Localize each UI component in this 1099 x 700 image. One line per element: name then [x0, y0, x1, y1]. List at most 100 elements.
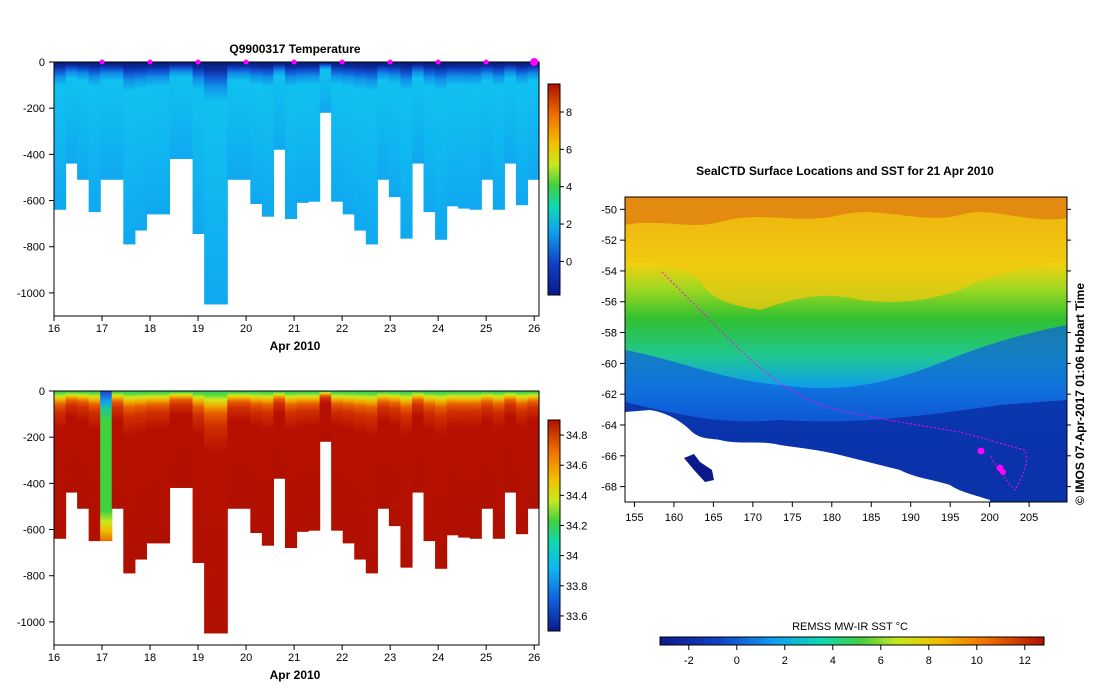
- temperature-surface-markers: [99, 58, 539, 66]
- y-tick-label: -600: [23, 196, 45, 208]
- profile-column: [100, 391, 113, 542]
- profile-column: [342, 62, 355, 215]
- x-tick-label: 23: [384, 323, 396, 335]
- x-tick-label: 20: [240, 652, 252, 664]
- colorbar-tick-label: 4: [566, 182, 572, 194]
- colorbar-tick-label: 34.6: [566, 460, 587, 472]
- profile-column: [527, 391, 540, 509]
- x-tick-label: 17: [96, 652, 108, 664]
- profile-column: [146, 391, 159, 544]
- profile-column: [400, 62, 413, 239]
- profile-column: [192, 62, 205, 235]
- antarctic-landmass: [625, 410, 990, 502]
- colorbar-tick-label: 2: [566, 219, 572, 231]
- map-x-tick-label: 155: [625, 512, 643, 524]
- profile-column: [169, 62, 182, 159]
- map-y-axis: -50 -52 -54 -56 -58 -60 -62 -64 -66 -68: [601, 204, 1071, 494]
- profile-column: [77, 62, 90, 180]
- map-y-tick-label: -56: [601, 297, 617, 309]
- x-tick-label: 23: [384, 652, 396, 664]
- profile-column: [388, 391, 402, 527]
- x-tick-label: 19: [192, 652, 204, 664]
- profile-column: [504, 391, 517, 493]
- y-tick-label: -1000: [17, 617, 45, 629]
- y-tick-label: -400: [23, 149, 45, 161]
- map-y-tick-label: -68: [601, 482, 617, 494]
- profile-column: [319, 62, 332, 113]
- profile-column: [181, 391, 194, 488]
- x-tick-label: 25: [480, 323, 492, 335]
- y-tick-label: 0: [39, 57, 45, 69]
- colorbar-tick-label: 8: [566, 107, 572, 119]
- profile-column: [192, 391, 205, 564]
- profile-column: [435, 62, 448, 240]
- copyright-label: © IMOS 07-Apr-2017 01:06 Hobart Time: [1073, 283, 1087, 505]
- profile-column: [492, 62, 505, 210]
- profile-column: [54, 62, 67, 210]
- salinity-plot-frame: [53, 390, 540, 646]
- profile-column: [481, 391, 494, 509]
- map-x-tick-label: 175: [783, 512, 801, 524]
- profile-column: [77, 391, 90, 509]
- sst-colorbar-tick-label: 4: [830, 655, 836, 667]
- colorbar-tick-label: 34.8: [566, 430, 587, 442]
- profile-column: [411, 391, 425, 493]
- profile-column: [354, 62, 367, 231]
- salinity-colorbar: [547, 419, 561, 632]
- sst-colorbar-tick-label: 6: [878, 655, 884, 667]
- profile-column: [250, 62, 263, 205]
- colorbar-tick-label: 34: [566, 551, 578, 563]
- map-y-tick-label: -52: [601, 235, 617, 247]
- profile-column: [469, 391, 482, 539]
- profile-column: [365, 391, 378, 574]
- map-x-tick-label: 195: [941, 512, 959, 524]
- salinity-x-label: Apr 2010: [270, 668, 321, 682]
- surface-marker: [387, 59, 393, 65]
- y-tick-label: -400: [23, 478, 45, 490]
- x-tick-label: 22: [336, 652, 348, 664]
- island-fragment: [684, 454, 714, 482]
- surface-marker: [195, 59, 201, 65]
- x-tick-label: 20: [240, 323, 252, 335]
- profile-column: [284, 62, 298, 220]
- profile-column: [423, 391, 436, 542]
- temperature-x-label: Apr 2010: [270, 339, 321, 353]
- map-y-tick-label: -62: [601, 389, 617, 401]
- profile-column: [411, 62, 425, 164]
- salinity-y-axis: 0 -200 -400 -600 -800 -1000: [17, 386, 54, 629]
- profile-column: [492, 391, 505, 539]
- map-x-tick-label: 190: [902, 512, 920, 524]
- x-tick-label: 24: [432, 323, 444, 335]
- salinity-panel: 0 -200 -400 -600 -800 -1000 16 17 18 19 20 21 22 23 2…: [17, 386, 588, 682]
- profile-column: [215, 391, 228, 634]
- profile-column: [377, 391, 390, 509]
- profile-column: [308, 62, 321, 202]
- profile-column: [238, 62, 251, 180]
- sst-colorbar-tick-label: -2: [684, 655, 694, 667]
- surface-marker: [147, 59, 153, 65]
- colorbar-tick-label: 33.8: [566, 581, 587, 593]
- profile-column: [273, 62, 286, 150]
- profile-column: [458, 62, 471, 209]
- profile-column: [215, 62, 228, 305]
- surface-marker: [339, 59, 345, 65]
- map-x-tick-label: 160: [665, 512, 683, 524]
- x-tick-label: 21: [288, 323, 300, 335]
- sst-map-panel: SealCTD Surface Locations and SST for 21…: [601, 164, 1087, 667]
- profile-column: [377, 62, 390, 180]
- colorbar-tick-label: 34.2: [566, 521, 587, 533]
- profile-column: [146, 62, 159, 215]
- colorbar-tick-label: 33.6: [566, 611, 587, 623]
- map-y-tick-label: -64: [601, 420, 617, 432]
- map-x-tick-label: 170: [744, 512, 762, 524]
- profile-column: [446, 391, 459, 536]
- profile-column: [400, 391, 413, 568]
- seal-track: [661, 271, 1027, 491]
- profile-column: [273, 391, 286, 479]
- warmest-water-band: [625, 197, 1067, 225]
- colorbar-tick-label: 34.4: [566, 490, 587, 502]
- profile-column: [296, 391, 309, 532]
- x-tick-label: 25: [480, 652, 492, 664]
- profile-column: [181, 62, 194, 159]
- seal-location-marker: [977, 447, 985, 455]
